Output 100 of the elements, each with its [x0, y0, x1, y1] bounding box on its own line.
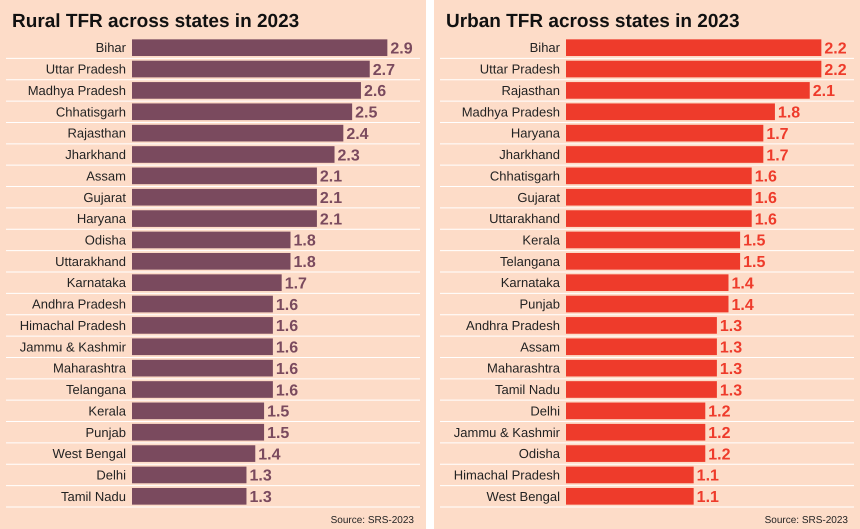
data-label: 1.6: [754, 211, 778, 228]
data-label: 1.7: [766, 147, 789, 164]
data-label: 1.8: [778, 104, 800, 122]
data-label: 1.6: [276, 340, 298, 357]
source-note: Source: SRS-2023: [330, 515, 414, 526]
bar: [132, 381, 273, 398]
data-label: 1.1: [696, 468, 720, 485]
bar: [566, 360, 717, 376]
y-tick-label: Gujarat: [83, 190, 126, 205]
data-label: 1.6: [276, 318, 298, 336]
y-tick-label: Haryana: [76, 211, 127, 226]
y-tick-label: Bihar: [96, 40, 127, 56]
y-tick-label: Jharkhand: [65, 147, 126, 162]
bar: [566, 274, 728, 292]
data-label: 2.7: [372, 62, 396, 79]
bar: [132, 252, 290, 270]
data-label: 1.3: [720, 360, 742, 378]
y-tick-label: Kerala: [522, 232, 561, 248]
y-tick-label: Maharashtra: [487, 360, 561, 376]
bar: [566, 188, 752, 206]
y-tick-label: Jammu & Kashmir: [454, 424, 561, 440]
y-tick-label: Kerala: [88, 403, 127, 418]
data-label: 2.3: [338, 147, 360, 164]
bar: [132, 168, 317, 184]
data-label: 1.5: [743, 232, 766, 250]
bar: [566, 210, 752, 227]
data-label: 1.3: [720, 340, 742, 357]
bar: [132, 103, 352, 120]
y-tick-label: Gujarat: [517, 190, 560, 205]
y-tick-label: Punjab: [86, 424, 126, 440]
data-label: 2.5: [355, 104, 378, 122]
data-label: 1.2: [708, 404, 731, 421]
y-tick-label: Assam: [520, 339, 560, 354]
bar: [566, 488, 694, 505]
data-label: 1.4: [258, 446, 281, 464]
bar: [566, 82, 810, 99]
data-label: 2.4: [346, 126, 369, 143]
data-label: 1.3: [249, 468, 272, 485]
bar: [566, 146, 764, 163]
data-label: 1.7: [766, 126, 789, 143]
y-tick-label: Andhra Pradesh: [32, 296, 126, 312]
y-tick-label: Haryana: [510, 126, 561, 141]
data-label: 1.3: [720, 318, 742, 336]
y-tick-label: Punjab: [520, 296, 560, 312]
y-tick-label: Chhatisgarh: [490, 168, 560, 184]
bar: [132, 338, 273, 356]
bar: [132, 360, 273, 376]
y-tick-label: Bihar: [530, 40, 561, 56]
bar: [566, 252, 740, 270]
bar: [132, 402, 264, 420]
bar: [566, 402, 706, 420]
bar: [132, 466, 246, 484]
y-tick-label: Himachal Pradesh: [454, 468, 560, 483]
y-tick-label: Maharashtra: [53, 360, 127, 376]
data-label: 2.1: [812, 83, 836, 100]
y-tick-label: Himachal Pradesh: [20, 318, 126, 333]
data-label: 2.2: [824, 40, 847, 58]
y-tick-label: Telangana: [66, 382, 127, 398]
y-tick-label: Delhi: [96, 468, 126, 483]
bar: [132, 296, 273, 312]
data-label: 1.4: [732, 275, 754, 292]
y-tick-label: Uttar Pradesh: [480, 62, 560, 77]
bar: [132, 60, 370, 78]
y-tick-label: Karnataka: [500, 275, 561, 290]
bar: [566, 168, 752, 184]
y-tick-label: Delhi: [530, 403, 560, 418]
data-label: 2.1: [320, 190, 342, 207]
data-label: 1.7: [284, 275, 308, 292]
bar: [566, 466, 694, 484]
bar: [566, 232, 740, 248]
bar: [132, 188, 317, 206]
y-tick-label: Telangana: [500, 254, 561, 269]
data-label: 1.3: [249, 489, 272, 506]
bar: [132, 424, 264, 441]
data-label: 2.6: [364, 83, 386, 100]
bar: [566, 296, 728, 312]
bar: [132, 210, 317, 227]
bar: [566, 124, 764, 142]
y-tick-label: Tamil Nadu: [494, 382, 560, 398]
data-label: 2.1: [320, 168, 342, 186]
data-label: 2.2: [824, 62, 847, 79]
y-tick-label: Madhya Pradesh: [462, 104, 560, 120]
y-tick-label: Andhra Pradesh: [466, 318, 560, 333]
data-label: 1.6: [754, 190, 778, 207]
y-tick-label: Uttarakhand: [55, 254, 126, 269]
y-tick-label: Odisha: [84, 232, 127, 248]
bar: [566, 39, 822, 56]
data-label: 1.4: [732, 296, 754, 314]
data-label: 1.6: [276, 382, 298, 400]
bar: [566, 60, 822, 78]
data-label: 1.6: [276, 296, 298, 314]
y-tick-label: West Bengal: [486, 488, 560, 504]
y-tick-label: Chhatisgarh: [56, 104, 126, 120]
bar: [132, 39, 388, 56]
y-tick-label: Madhya Pradesh: [28, 82, 126, 98]
bar: [566, 445, 706, 462]
bar: [132, 82, 361, 99]
chart-title: Rural TFR across states in 2023: [12, 11, 300, 32]
y-tick-label: Odisha: [518, 446, 561, 462]
data-label: 1.1: [696, 489, 720, 506]
